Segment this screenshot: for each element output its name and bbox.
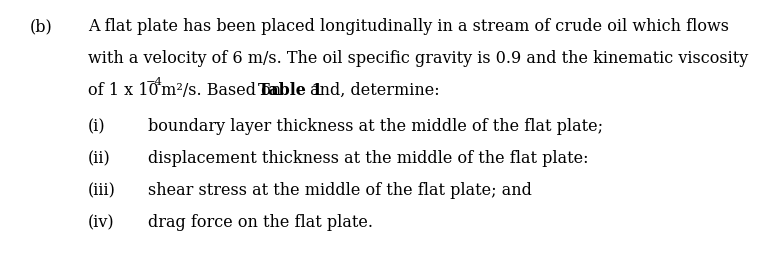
- Text: (iv): (iv): [88, 214, 114, 231]
- Text: m²/s. Based on: m²/s. Based on: [156, 82, 286, 99]
- Text: (ii): (ii): [88, 150, 110, 167]
- Text: shear stress at the middle of the flat plate; and: shear stress at the middle of the flat p…: [148, 182, 532, 199]
- Text: (iii): (iii): [88, 182, 116, 199]
- Text: −4: −4: [146, 77, 163, 87]
- Text: (i): (i): [88, 118, 106, 135]
- Text: with a velocity of 6 m/s. The oil specific gravity is 0.9 and the kinematic visc: with a velocity of 6 m/s. The oil specif…: [88, 50, 749, 67]
- Text: boundary layer thickness at the middle of the flat plate;: boundary layer thickness at the middle o…: [148, 118, 603, 135]
- Text: displacement thickness at the middle of the flat plate:: displacement thickness at the middle of …: [148, 150, 588, 167]
- Text: and, determine:: and, determine:: [305, 82, 440, 99]
- Text: of 1 x 10: of 1 x 10: [88, 82, 159, 99]
- Text: drag force on the flat plate.: drag force on the flat plate.: [148, 214, 373, 231]
- Text: (b): (b): [30, 18, 53, 35]
- Text: Table 1: Table 1: [258, 82, 323, 99]
- Text: A flat plate has been placed longitudinally in a stream of crude oil which flows: A flat plate has been placed longitudina…: [88, 18, 729, 35]
